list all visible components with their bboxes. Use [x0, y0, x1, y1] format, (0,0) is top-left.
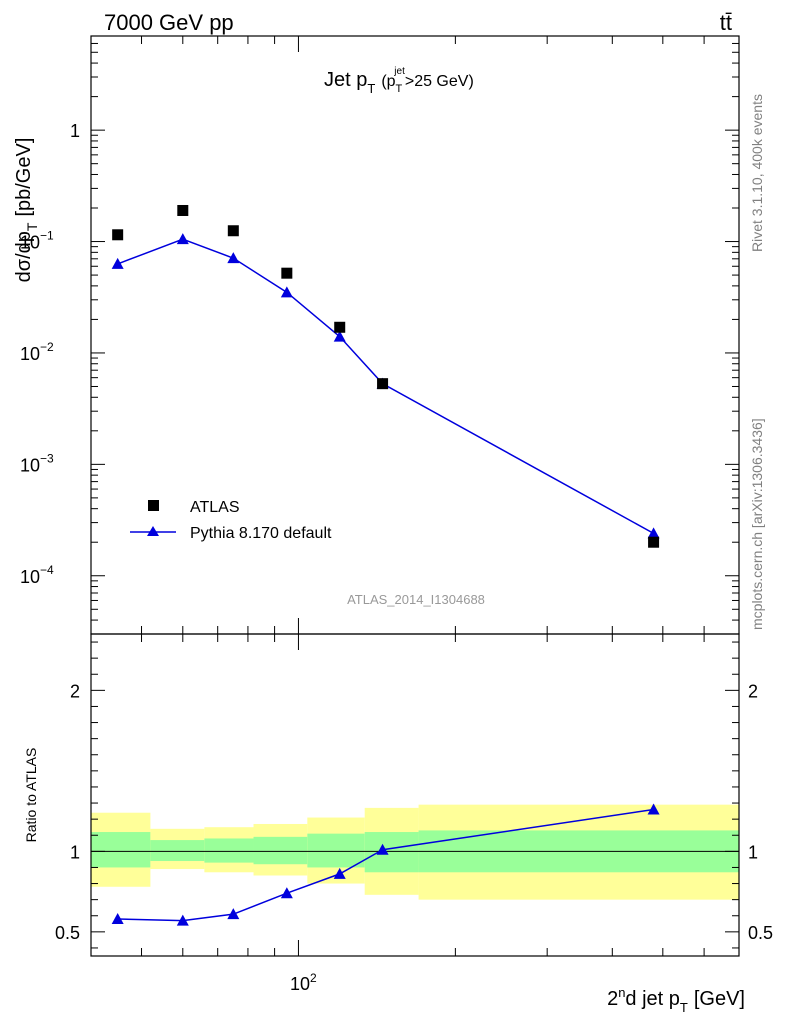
band-inner — [204, 838, 254, 863]
band-inner — [91, 832, 151, 868]
ratio-y-tick-label: 0.5 — [55, 923, 80, 943]
main-y-tick-label: 10−4 — [20, 563, 54, 587]
main-y-tick-label: 10−1 — [20, 229, 54, 253]
legend-data-marker — [148, 500, 159, 511]
x-tick-label-100: 102 — [290, 971, 317, 994]
mc-point — [176, 233, 189, 245]
main-panel: 1 10−1 10−2 10−3 10−4 Jet pT (pTjet>25 GeV) d… — [13, 35, 740, 635]
main-y-tick-labels: 1 10−1 10−2 10−3 10−4 — [20, 121, 80, 587]
ratio-point — [227, 908, 240, 920]
data-point — [377, 378, 389, 390]
legend-data-label: ATLAS — [190, 499, 240, 516]
main-y-label: dσ/dpT[pb/GeV] — [13, 138, 40, 283]
data-series-markers — [112, 204, 660, 548]
main-y-tick-label: 1 — [70, 121, 80, 141]
band-inner — [307, 833, 365, 868]
data-point — [281, 267, 293, 279]
ratio-point — [376, 843, 389, 855]
ratio-x-ticks — [90, 634, 740, 956]
ratio-point — [280, 887, 293, 899]
ratio-y-tick-label-right: 2 — [748, 681, 758, 701]
mc-point — [227, 252, 240, 264]
ratio-y-tick-label-right: 1 — [748, 842, 758, 862]
energy-label: 7000 GeV pp — [104, 10, 234, 35]
main-x-ticks — [90, 36, 740, 634]
x-axis-label: 2nd jet pT [GeV] — [607, 985, 745, 1015]
mc-point — [280, 286, 293, 298]
ratio-mc-markers — [111, 803, 660, 926]
ratio-point — [176, 914, 189, 926]
ratio-point — [647, 803, 660, 815]
ratio-panel: 0.5 0.5 1 1 2 2 Ratio to ATLAS — [23, 633, 773, 957]
mc-point — [111, 257, 124, 269]
ratio-y-ticks — [91, 641, 739, 949]
data-point — [334, 321, 346, 333]
main-y-ticks — [91, 35, 739, 635]
legend-mc-marker — [147, 526, 159, 536]
main-frame — [90, 35, 740, 635]
data-point — [112, 229, 124, 241]
ratio-y-tick-label: 2 — [70, 681, 80, 701]
mc-point — [333, 330, 346, 342]
band-inner — [150, 840, 205, 862]
ratio-y-tick-label-right: 0.5 — [748, 923, 773, 943]
main-y-tick-label: 10−3 — [20, 451, 54, 475]
legend-mc-label: Pythia 8.170 default — [190, 525, 332, 542]
ratio-point — [111, 912, 124, 924]
ratio-frame — [90, 633, 740, 957]
data-point — [648, 536, 660, 548]
main-y-tick-label: 10−2 — [20, 340, 54, 364]
band-inner — [253, 836, 308, 865]
ratio-y-label: Ratio to ATLAS — [23, 748, 39, 843]
ratio-point — [333, 867, 346, 879]
mcplots-label: mcplots.cern.ch [arXiv:1306.3436] — [749, 418, 765, 630]
data-point — [227, 225, 239, 237]
mc-point — [647, 527, 660, 539]
ratio-y-tick-label: 1 — [70, 842, 80, 862]
ratio-bands — [91, 804, 739, 900]
legend: ATLAS Pythia 8.170 default — [130, 499, 332, 542]
ratio-y-tick-labels: 0.5 0.5 1 1 2 2 — [55, 681, 773, 943]
process-label: tt̄ — [720, 10, 732, 35]
analysis-id: ATLAS_2014_I1304688 — [347, 592, 485, 607]
rivet-label: Rivet 3.1.10, 400k events — [749, 94, 765, 252]
data-point — [177, 204, 189, 216]
band-inner — [364, 832, 419, 873]
main-title: Jet pT (pTjet>25 GeV) — [324, 66, 474, 96]
